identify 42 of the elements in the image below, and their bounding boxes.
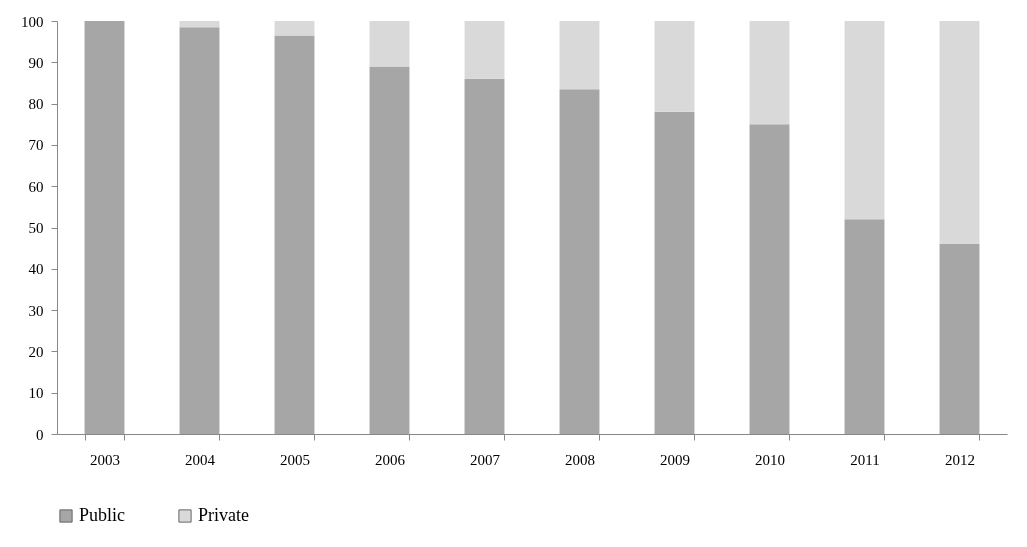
bar xyxy=(84,21,125,434)
bar xyxy=(179,27,220,434)
bar xyxy=(749,124,790,434)
bar xyxy=(464,78,505,434)
bar xyxy=(749,21,790,125)
bar xyxy=(559,21,600,90)
y-tick-label: 80 xyxy=(28,96,44,113)
x-tick-label: 2009 xyxy=(660,451,690,468)
y-tick-label: 90 xyxy=(28,54,44,71)
y-tick-label: 70 xyxy=(28,137,44,154)
x-tick-label: 2010 xyxy=(755,451,785,468)
x-tick-label: 2011 xyxy=(850,451,880,468)
bar xyxy=(464,21,505,79)
bar xyxy=(939,244,980,434)
bar xyxy=(179,21,220,28)
bar xyxy=(654,111,695,434)
legend-label: Private xyxy=(198,505,249,525)
x-tick-label: 2012 xyxy=(945,451,975,468)
bar xyxy=(844,219,885,434)
legend-label: Public xyxy=(79,505,126,525)
y-tick-label: 10 xyxy=(28,385,44,402)
y-tick-label: 40 xyxy=(28,261,44,278)
y-tick-label: 30 xyxy=(28,302,44,319)
x-tick-label: 2007 xyxy=(470,451,501,468)
bar xyxy=(274,35,315,434)
bar xyxy=(559,89,600,434)
bar xyxy=(654,21,695,112)
x-tick-label: 2004 xyxy=(185,451,216,468)
y-tick-label: 60 xyxy=(28,178,44,195)
y-tick-label: 100 xyxy=(21,13,44,30)
x-tick-label: 2003 xyxy=(90,451,120,468)
bar xyxy=(274,21,315,36)
x-tick-label: 2006 xyxy=(375,451,406,468)
bar xyxy=(369,66,410,434)
bar xyxy=(369,21,410,67)
y-tick-label: 0 xyxy=(36,426,44,443)
bar xyxy=(939,21,980,245)
x-tick-label: 2005 xyxy=(280,451,310,468)
bar xyxy=(844,21,885,220)
y-tick-label: 20 xyxy=(28,343,44,360)
x-tick-label: 2008 xyxy=(565,451,595,468)
y-tick-label: 50 xyxy=(28,220,44,236)
